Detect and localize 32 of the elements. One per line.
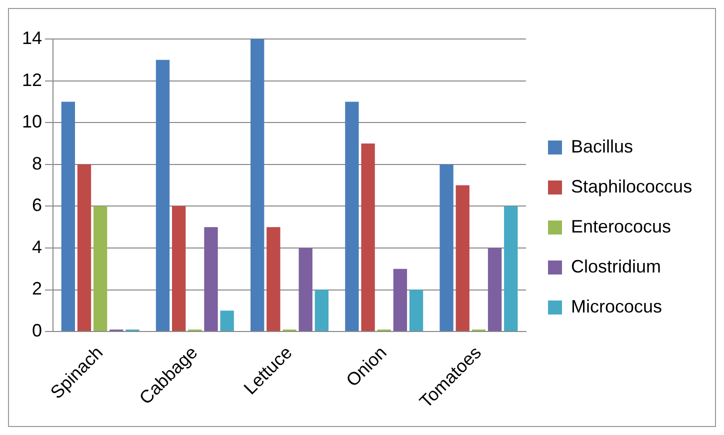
y-tick-label: 6 xyxy=(32,195,42,216)
bar xyxy=(345,102,359,332)
y-tick-label: 0 xyxy=(32,320,42,341)
bar xyxy=(440,164,454,332)
bar xyxy=(61,102,75,332)
y-tick-label: 10 xyxy=(22,112,42,132)
y-tick-label: 4 xyxy=(32,236,42,257)
y-tick-label: 14 xyxy=(22,28,42,48)
bar xyxy=(204,227,218,332)
legend-label: Staphilococcus xyxy=(571,176,692,196)
bar xyxy=(250,39,264,332)
bar xyxy=(314,290,329,332)
bar xyxy=(456,185,470,332)
bar xyxy=(409,290,424,332)
bar xyxy=(220,310,234,332)
bar xyxy=(266,227,280,332)
bar xyxy=(488,248,502,332)
legend-label: Clostridium xyxy=(571,256,662,276)
bar xyxy=(504,206,518,332)
y-tick-label: 8 xyxy=(32,153,42,174)
bar xyxy=(93,206,108,332)
bar xyxy=(298,248,312,332)
legend-label: Bacillus xyxy=(571,136,634,156)
legend-label: Micrococus xyxy=(571,296,662,316)
bar xyxy=(172,206,186,332)
y-tick-label: 12 xyxy=(22,70,42,90)
y-tick-label: 2 xyxy=(32,278,42,299)
bar xyxy=(156,60,170,332)
bar xyxy=(361,143,375,332)
legend-label: Enterococus xyxy=(571,216,672,236)
bar xyxy=(393,268,408,332)
bar xyxy=(77,164,92,332)
